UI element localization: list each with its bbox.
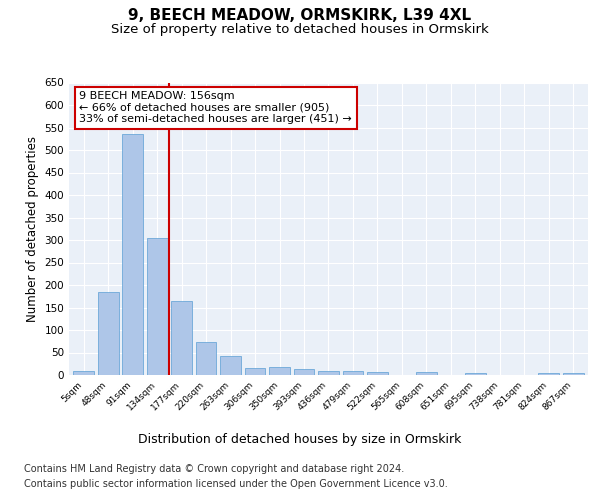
- Bar: [98, 292, 119, 375]
- Bar: [171, 300, 192, 375]
- Bar: [220, 356, 241, 375]
- Text: Contains public sector information licensed under the Open Government Licence v3: Contains public sector information licen…: [24, 479, 448, 489]
- Bar: [269, 367, 290, 375]
- Text: Size of property relative to detached houses in Ormskirk: Size of property relative to detached ho…: [111, 22, 489, 36]
- Bar: [318, 370, 339, 375]
- Y-axis label: Number of detached properties: Number of detached properties: [26, 136, 39, 322]
- Text: 9, BEECH MEADOW, ORMSKIRK, L39 4XL: 9, BEECH MEADOW, ORMSKIRK, L39 4XL: [128, 8, 472, 22]
- Text: 9 BEECH MEADOW: 156sqm
← 66% of detached houses are smaller (905)
33% of semi-de: 9 BEECH MEADOW: 156sqm ← 66% of detached…: [79, 92, 352, 124]
- Bar: [147, 238, 167, 375]
- Bar: [73, 370, 94, 375]
- Bar: [343, 370, 364, 375]
- Bar: [293, 369, 314, 375]
- Bar: [538, 373, 559, 375]
- Text: Distribution of detached houses by size in Ormskirk: Distribution of detached houses by size …: [139, 432, 461, 446]
- Bar: [245, 368, 265, 375]
- Bar: [563, 373, 584, 375]
- Text: Contains HM Land Registry data © Crown copyright and database right 2024.: Contains HM Land Registry data © Crown c…: [24, 464, 404, 474]
- Bar: [196, 342, 217, 375]
- Bar: [465, 373, 486, 375]
- Bar: [416, 372, 437, 375]
- Bar: [122, 134, 143, 375]
- Bar: [367, 372, 388, 375]
